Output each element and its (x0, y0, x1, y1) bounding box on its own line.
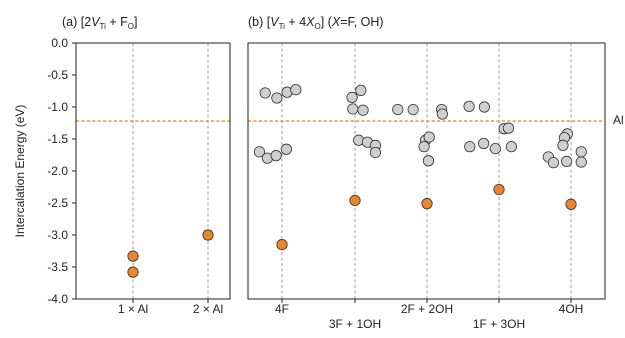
orange-data-point (277, 239, 287, 249)
y-tick-label: -1.5 (47, 132, 68, 146)
gray-data-point (291, 85, 301, 95)
orange-data-point (203, 230, 213, 240)
y-axis-label: Intercalation Energy (eV) (13, 105, 27, 238)
x-tick-label: 3F + 1OH (329, 317, 381, 331)
gray-data-point (576, 157, 586, 167)
gray-data-point (558, 140, 568, 150)
y-tick-label: 0.0 (51, 36, 68, 50)
x-tick-label: 1F + 3OH (473, 317, 525, 331)
gray-data-point (370, 147, 380, 157)
x-tick-label: 2 × Al (193, 302, 223, 316)
gray-data-point (347, 92, 357, 102)
orange-data-point (350, 195, 360, 205)
gray-data-point (408, 104, 418, 114)
panel-b: (b) [VTi + 4XO] (X=F, OH) Al 4F 3F + 1OH 2… (248, 15, 624, 331)
gray-data-point (548, 157, 558, 167)
orange-data-point (128, 251, 138, 261)
orange-data-point (494, 184, 504, 194)
gray-data-point (271, 150, 281, 160)
gray-data-point (272, 93, 282, 103)
y-tick-label: -1.0 (47, 100, 68, 114)
gray-data-point (464, 101, 474, 111)
panel-a-title: (a) [2VTi + FO] (62, 15, 138, 31)
gray-data-point (506, 141, 516, 151)
y-tick-label: -0.5 (47, 68, 68, 82)
gray-data-point (281, 144, 291, 154)
plot-frame (248, 43, 605, 299)
x-tick-label: 4F (275, 302, 289, 316)
gray-data-point (561, 156, 571, 166)
gray-data-point (419, 141, 429, 151)
y-tick-label: -3.0 (47, 228, 68, 242)
gray-data-point (576, 147, 586, 157)
gray-data-point (437, 109, 447, 119)
gray-data-point (423, 156, 433, 166)
orange-data-point (128, 267, 138, 277)
orange-data-point (422, 198, 432, 208)
gray-data-point (260, 88, 270, 98)
gray-data-point (424, 132, 434, 142)
gray-data-point (478, 138, 488, 148)
y-tick-label: -2.5 (47, 196, 68, 210)
y-tick-label: -4.0 (47, 292, 68, 306)
plot-frame (76, 43, 230, 299)
reference-line-label: Al (613, 113, 624, 127)
gray-data-point (356, 85, 366, 95)
panel-b-title: (b) [VTi + 4XO] (X=F, OH) (248, 15, 384, 31)
y-tick-label: -2.0 (47, 164, 68, 178)
x-tick-label: 4OH (559, 302, 584, 316)
gray-data-point (479, 102, 489, 112)
x-tick-label: 1 × Al (118, 302, 148, 316)
gray-data-point (465, 141, 475, 151)
gray-data-point (348, 104, 358, 114)
gray-data-point (503, 123, 513, 133)
panel-a: (a) [2VTi + FO] Intercalation Energy (eV… (13, 15, 230, 316)
x-tick-label: 2F + 2OH (401, 302, 453, 316)
orange-data-point (566, 199, 576, 209)
gray-data-point (393, 104, 403, 114)
gray-data-point (490, 143, 500, 153)
gray-data-point (358, 105, 368, 115)
y-tick-label: -3.5 (47, 260, 68, 274)
